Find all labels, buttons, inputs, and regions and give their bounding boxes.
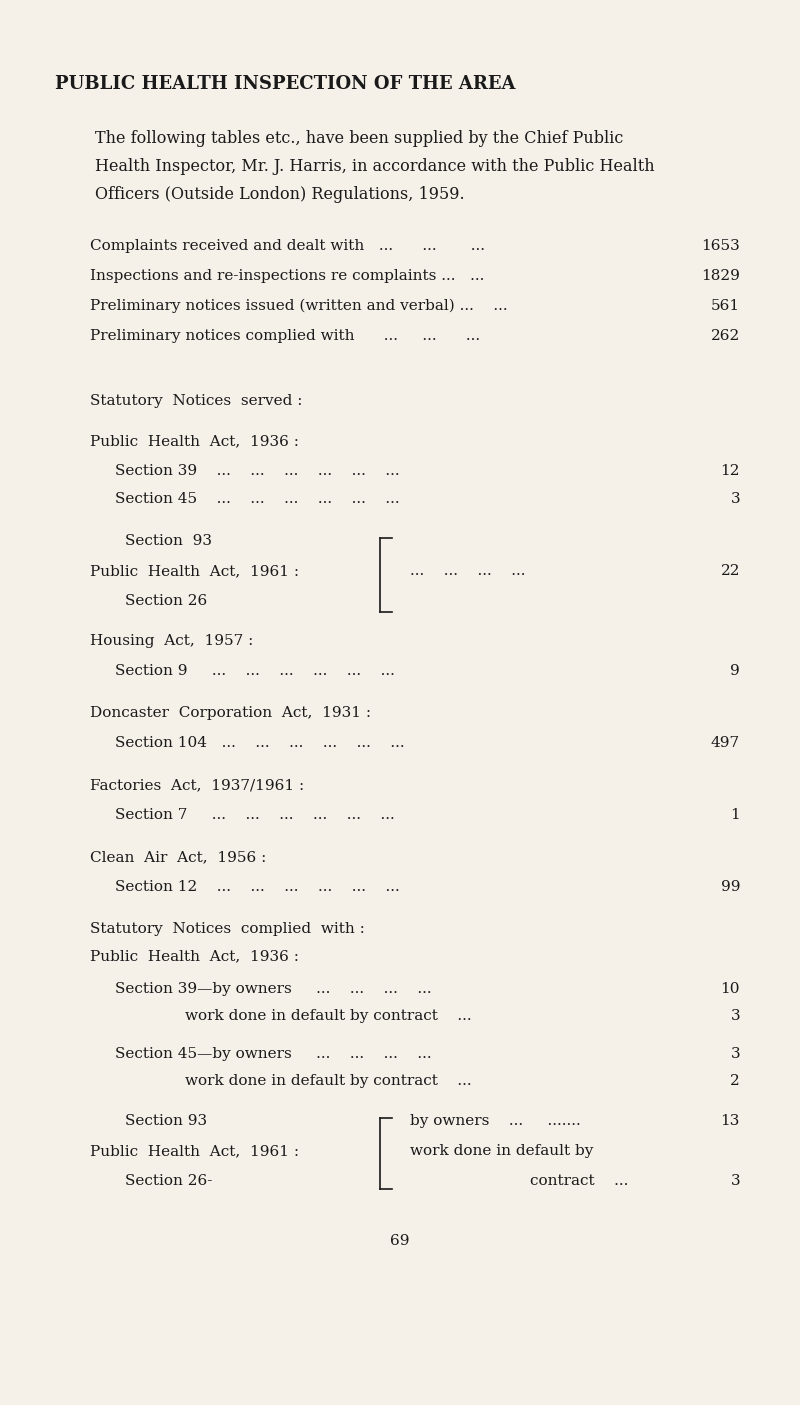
Text: Section 26-: Section 26- <box>125 1175 212 1189</box>
Text: PUBLIC HEALTH INSPECTION OF THE AREA: PUBLIC HEALTH INSPECTION OF THE AREA <box>55 74 515 93</box>
Text: Statutory  Notices  complied  with :: Statutory Notices complied with : <box>90 922 365 936</box>
Text: 99: 99 <box>721 880 740 894</box>
Text: Public  Health  Act,  1936 :: Public Health Act, 1936 : <box>90 948 299 962</box>
Text: 497: 497 <box>711 736 740 750</box>
Text: 1: 1 <box>730 808 740 822</box>
Text: Officers (Outside London) Regulations, 1959.: Officers (Outside London) Regulations, 1… <box>95 185 465 202</box>
Text: work done in default by contract    ...: work done in default by contract ... <box>185 1009 472 1023</box>
Text: Preliminary notices issued (written and verbal) ...    ...: Preliminary notices issued (written and … <box>90 299 508 313</box>
Text: 1653: 1653 <box>702 239 740 253</box>
Text: Complaints received and dealt with   ...      ...       ...: Complaints received and dealt with ... .… <box>90 239 485 253</box>
Text: by owners    ...     .......: by owners ... ....... <box>410 1114 581 1128</box>
Text: The following tables etc., have been supplied by the Chief Public: The following tables etc., have been sup… <box>95 131 623 148</box>
Text: Clean  Air  Act,  1956 :: Clean Air Act, 1956 : <box>90 850 266 864</box>
Text: Doncaster  Corporation  Act,  1931 :: Doncaster Corporation Act, 1931 : <box>90 705 371 719</box>
Text: 3: 3 <box>730 492 740 506</box>
Text: Section 45—by owners     ...    ...    ...    ...: Section 45—by owners ... ... ... ... <box>115 1047 432 1061</box>
Text: 9: 9 <box>730 665 740 679</box>
Text: 2: 2 <box>730 1073 740 1087</box>
Text: 12: 12 <box>721 464 740 478</box>
Text: 13: 13 <box>721 1114 740 1128</box>
Text: 1829: 1829 <box>701 268 740 282</box>
Text: ...    ...    ...    ...: ... ... ... ... <box>410 563 526 577</box>
Text: Section 39—by owners     ...    ...    ...    ...: Section 39—by owners ... ... ... ... <box>115 982 432 996</box>
Text: Inspections and re-inspections re complaints ...   ...: Inspections and re-inspections re compla… <box>90 268 484 282</box>
Text: Section 93: Section 93 <box>125 1114 207 1128</box>
Text: work done in default by: work done in default by <box>410 1144 594 1158</box>
Text: Factories  Act,  1937/1961 :: Factories Act, 1937/1961 : <box>90 778 304 792</box>
Text: Section 12    ...    ...    ...    ...    ...    ...: Section 12 ... ... ... ... ... ... <box>115 880 400 894</box>
Text: 3: 3 <box>730 1175 740 1189</box>
Text: Public  Health  Act,  1936 :: Public Health Act, 1936 : <box>90 434 299 448</box>
Text: Section 7     ...    ...    ...    ...    ...    ...: Section 7 ... ... ... ... ... ... <box>115 808 394 822</box>
Text: Preliminary notices complied with      ...     ...      ...: Preliminary notices complied with ... ..… <box>90 329 480 343</box>
Text: 22: 22 <box>721 563 740 577</box>
Text: Statutory  Notices  served :: Statutory Notices served : <box>90 393 302 407</box>
Text: Section 45    ...    ...    ...    ...    ...    ...: Section 45 ... ... ... ... ... ... <box>115 492 400 506</box>
Text: Section 26: Section 26 <box>125 594 207 608</box>
Text: 3: 3 <box>730 1009 740 1023</box>
Text: contract    ...: contract ... <box>530 1175 628 1189</box>
Text: 69: 69 <box>390 1234 410 1248</box>
Text: 3: 3 <box>730 1047 740 1061</box>
Text: work done in default by contract    ...: work done in default by contract ... <box>185 1073 472 1087</box>
Text: Section 104   ...    ...    ...    ...    ...    ...: Section 104 ... ... ... ... ... ... <box>115 736 405 750</box>
Text: 10: 10 <box>721 982 740 996</box>
Text: Section 39    ...    ...    ...    ...    ...    ...: Section 39 ... ... ... ... ... ... <box>115 464 400 478</box>
Text: Housing  Act,  1957 :: Housing Act, 1957 : <box>90 634 254 648</box>
Text: Section  93: Section 93 <box>125 534 212 548</box>
Text: Public  Health  Act,  1961 :: Public Health Act, 1961 : <box>90 563 299 577</box>
Text: 262: 262 <box>710 329 740 343</box>
Text: Health Inspector, Mr. J. Harris, in accordance with the Public Health: Health Inspector, Mr. J. Harris, in acco… <box>95 157 654 176</box>
Text: 561: 561 <box>711 299 740 313</box>
Text: Public  Health  Act,  1961 :: Public Health Act, 1961 : <box>90 1144 299 1158</box>
Text: Section 9     ...    ...    ...    ...    ...    ...: Section 9 ... ... ... ... ... ... <box>115 665 395 679</box>
